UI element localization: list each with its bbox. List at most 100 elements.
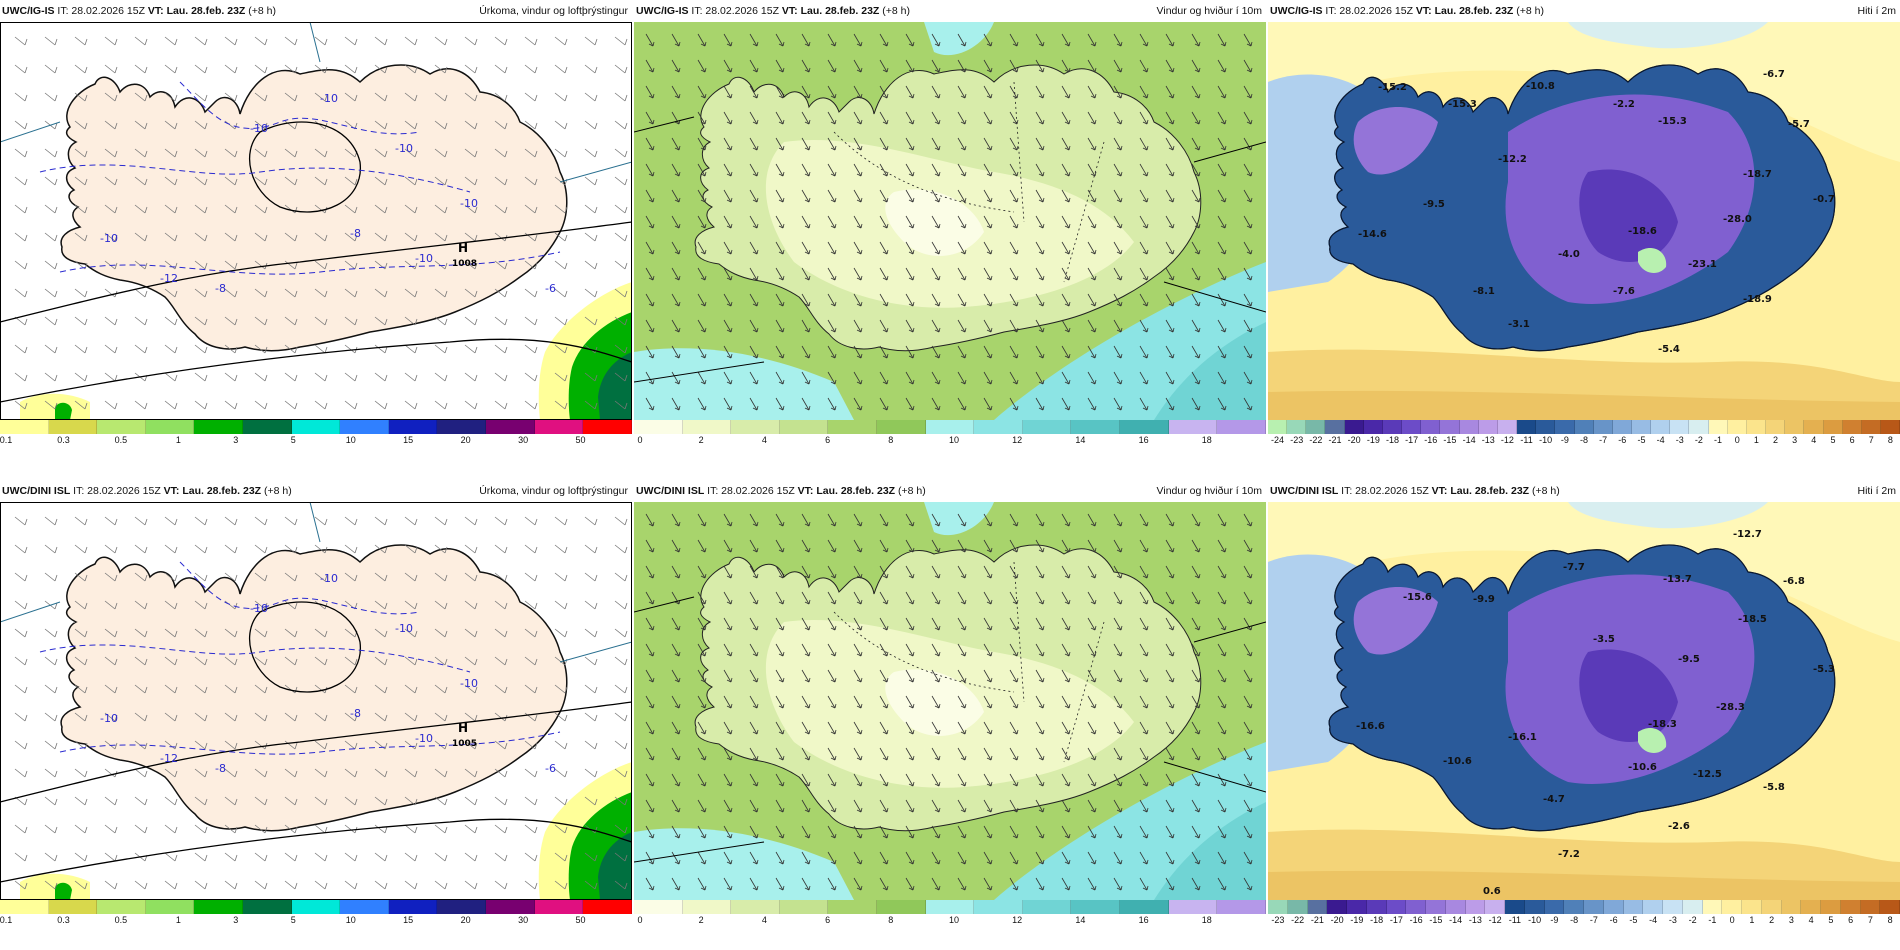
temperature-map-label: -9.5 bbox=[1423, 199, 1445, 210]
color-scale-swatch bbox=[1168, 420, 1218, 434]
color-scale-tick: 10 bbox=[345, 435, 356, 445]
color-scale-swatch bbox=[1727, 420, 1747, 434]
color-scale-tick: 12 bbox=[1012, 435, 1023, 445]
forecast-map bbox=[634, 502, 1266, 900]
color-scale-tick: -22 bbox=[1309, 435, 1323, 445]
color-scale-swatch bbox=[731, 420, 780, 434]
temperature-map-label: -16.1 bbox=[1508, 732, 1537, 743]
issue-time: 28.02.2026 15Z bbox=[721, 485, 795, 497]
map-canvas: -15.2 -15.3 -10.8 -2.2 -6.7 -15.3 -5.7 -12.2 -18… bbox=[1268, 22, 1900, 420]
color-scale-bar bbox=[634, 900, 1266, 914]
color-scale-swatch bbox=[1766, 420, 1786, 434]
color-scale-swatch bbox=[1440, 420, 1460, 434]
color-scale-tick: -11 bbox=[1508, 915, 1522, 925]
color-scale-swatch bbox=[1497, 420, 1518, 434]
panel-run-info: UWC/IG-IS IT: 28.02.2026 15Z VT: Lau. 28… bbox=[1270, 5, 1544, 17]
temperature-map-label: -6.8 bbox=[1783, 576, 1805, 587]
color-scale-swatch bbox=[634, 420, 683, 434]
color-scale-tick: 1 bbox=[1753, 435, 1759, 445]
temperature-map-label: 0.6 bbox=[1483, 886, 1501, 897]
color-scale-tick: 20 bbox=[460, 915, 471, 925]
color-scale-swatch bbox=[1746, 420, 1767, 434]
color-scale-swatch bbox=[1402, 420, 1422, 434]
lead-time: (+8 h) bbox=[245, 5, 276, 17]
forecast-panel-precip: UWC/IG-IS IT: 28.02.2026 15Z VT: Lau. 28… bbox=[0, 0, 632, 458]
color-scale-tick: 0.1 bbox=[0, 435, 13, 445]
color-scale-tick: -15 bbox=[1429, 915, 1443, 925]
panel-header: UWC/DINI ISL IT: 28.02.2026 15Z VT: Lau.… bbox=[0, 480, 632, 502]
color-scale-tick: 3 bbox=[1792, 435, 1798, 445]
color-scale-swatch bbox=[1722, 900, 1742, 914]
color-scale-swatch bbox=[0, 900, 49, 914]
temperature-contour-label: -8 bbox=[350, 227, 361, 240]
color-scale-swatch bbox=[1670, 420, 1690, 434]
color-scale-swatch bbox=[1366, 900, 1387, 914]
color-scale-tick: 3 bbox=[233, 435, 239, 445]
color-scale-tick: 0 bbox=[1734, 435, 1740, 445]
color-scale-tick: 4 bbox=[761, 915, 767, 925]
product-title: Úrkoma, vindur og loftþrýstingur bbox=[479, 485, 628, 497]
temperature-map-label: -12.7 bbox=[1733, 529, 1762, 540]
color-scale-tick: -18 bbox=[1385, 435, 1399, 445]
color-scale-swatch bbox=[1544, 900, 1565, 914]
color-scale-tick: -15 bbox=[1443, 435, 1457, 445]
color-scale-tick: 1 bbox=[1749, 915, 1755, 925]
color-scale-swatch bbox=[437, 420, 487, 434]
temperature-contour-label: -8 bbox=[215, 762, 226, 775]
temperature-contour-label: -10 bbox=[415, 252, 433, 265]
color-scale-swatch bbox=[1631, 420, 1652, 434]
color-scale-tick: 14 bbox=[1075, 915, 1086, 925]
color-scale-tick: -17 bbox=[1405, 435, 1419, 445]
valid-time: VT: Lau. 28.feb. 23Z bbox=[1415, 5, 1514, 17]
temperature-contour-label: -10 bbox=[250, 602, 268, 615]
temperature-contour-label: -10 bbox=[250, 122, 268, 135]
color-scale-tick: 7 bbox=[1867, 915, 1873, 925]
temperature-contour-label: -12 bbox=[160, 752, 178, 765]
panel-run-info: UWC/DINI ISL IT: 28.02.2026 15Z VT: Lau.… bbox=[2, 485, 292, 497]
color-scale-swatch bbox=[1022, 900, 1072, 914]
temperature-map-label: -15.3 bbox=[1448, 99, 1477, 110]
temperature-map-label: -0.7 bbox=[1813, 194, 1835, 205]
temperature-contour-label: -10 bbox=[320, 572, 338, 585]
color-scale-tick: 6 bbox=[825, 435, 831, 445]
color-scale-tick: -20 bbox=[1330, 915, 1344, 925]
color-scale-tick: 4 bbox=[1811, 435, 1817, 445]
color-scale-tick: 2 bbox=[698, 915, 704, 925]
forecast-panel-temp: UWC/DINI ISL IT: 28.02.2026 15Z VT: Lau.… bbox=[1268, 480, 1900, 938]
color-scale-tick: -21 bbox=[1310, 915, 1324, 925]
lead-time: (+8 h) bbox=[261, 485, 292, 497]
color-scale-tick: 4 bbox=[1808, 915, 1814, 925]
panel-run-info: UWC/IG-IS IT: 28.02.2026 15Z VT: Lau. 28… bbox=[2, 5, 276, 17]
color-scale-tick: 30 bbox=[518, 435, 529, 445]
color-scale-swatch bbox=[634, 900, 683, 914]
color-scale-tick: 0 bbox=[637, 435, 643, 445]
color-scale-ticks: 0.1 0.3 0.5 1 3 5 10 15 20 30 50 bbox=[0, 915, 632, 929]
temperature-map-label: -16.6 bbox=[1356, 721, 1385, 732]
color-scale-swatch bbox=[1517, 420, 1537, 434]
color-scale-swatch bbox=[534, 900, 584, 914]
color-scale-tick: -14 bbox=[1449, 915, 1463, 925]
color-scale-swatch bbox=[1781, 900, 1802, 914]
temperature-map-label: -3.1 bbox=[1508, 319, 1530, 330]
issue-time: 28.02.2026 15Z bbox=[705, 5, 779, 17]
lead-time: (+8 h) bbox=[1513, 5, 1544, 17]
panel-run-info: UWC/IG-IS IT: 28.02.2026 15Z VT: Lau. 28… bbox=[636, 5, 910, 17]
map-canvas: -10 -10 -10 -10 -10 -8 -8 -6 -12 -10 H 1005 bbox=[0, 502, 632, 900]
color-scale-tick: -8 bbox=[1579, 435, 1589, 445]
temperature-contour-label: -12 bbox=[160, 272, 178, 285]
panel-header: UWC/DINI ISL IT: 28.02.2026 15Z VT: Lau.… bbox=[634, 480, 1266, 502]
product-title: Hiti í 2m bbox=[1857, 5, 1896, 17]
color-scale-tick: 7 bbox=[1868, 435, 1874, 445]
panel-header: UWC/IG-IS IT: 28.02.2026 15Z VT: Lau. 28… bbox=[634, 0, 1266, 22]
product-title: Hiti í 2m bbox=[1857, 485, 1896, 497]
issue-time-label: IT: bbox=[1338, 485, 1356, 497]
temperature-contour-label: -10 bbox=[395, 142, 413, 155]
temperature-map-label: -8.1 bbox=[1473, 286, 1495, 297]
temperature-map-label: -15.2 bbox=[1378, 82, 1407, 93]
color-scale-tick: -16 bbox=[1409, 915, 1423, 925]
color-scale-swatch bbox=[1623, 900, 1644, 914]
color-scale-tick: 0 bbox=[637, 915, 643, 925]
forecast-map bbox=[634, 22, 1266, 420]
color-scale-ticks: 0.1 0.3 0.5 1 3 5 10 15 20 30 50 bbox=[0, 435, 632, 449]
color-scale-tick: -5 bbox=[1629, 915, 1638, 925]
